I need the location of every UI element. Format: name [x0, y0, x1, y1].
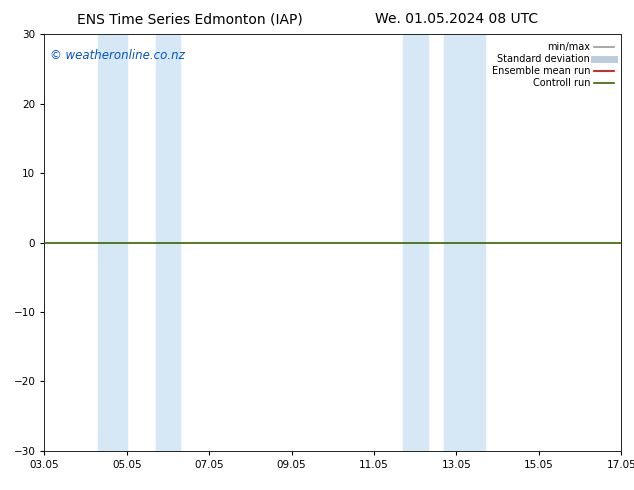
Bar: [98, 34, 127, 451]
Text: © weatheronline.co.nz: © weatheronline.co.nz: [50, 49, 185, 62]
Text: ENS Time Series Edmonton (IAP): ENS Time Series Edmonton (IAP): [77, 12, 303, 26]
Text: We. 01.05.2024 08 UTC: We. 01.05.2024 08 UTC: [375, 12, 538, 26]
Bar: [155, 34, 180, 451]
Bar: [444, 34, 485, 451]
Bar: [403, 34, 427, 451]
Legend: min/max, Standard deviation, Ensemble mean run, Controll run: min/max, Standard deviation, Ensemble me…: [489, 39, 616, 91]
